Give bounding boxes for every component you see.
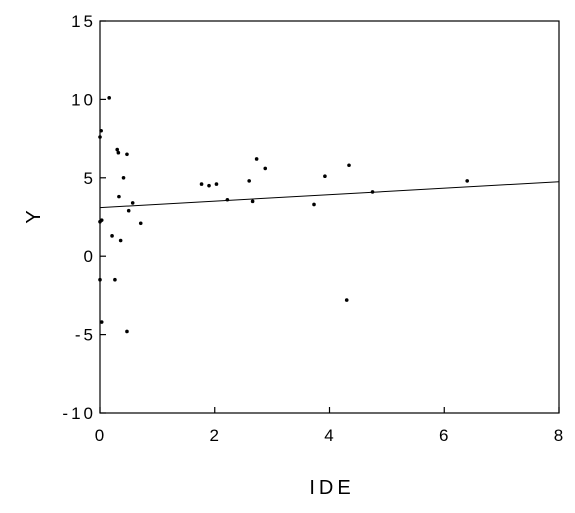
data-point — [138, 221, 143, 226]
data-point — [247, 179, 251, 183]
data-point — [207, 183, 211, 188]
data-point — [125, 152, 129, 157]
x-tick-label: 0 — [95, 426, 107, 445]
data-point — [118, 238, 123, 243]
plot-frame — [99, 20, 560, 414]
x-axis-label: IDE — [309, 477, 354, 499]
data-point — [312, 202, 316, 207]
data-point — [99, 320, 104, 324]
y-axis-ticks: 15 10 5 0 -5 -10 — [62, 12, 106, 423]
data-point — [110, 234, 114, 238]
data-point — [344, 298, 349, 302]
data-point — [323, 174, 327, 179]
data-point — [113, 277, 117, 282]
data-point — [250, 199, 255, 204]
y-tick-label: 10 — [71, 90, 96, 109]
data-point — [130, 201, 135, 205]
data-point — [370, 190, 375, 194]
y-tick-label: 5 — [84, 169, 96, 188]
data-point — [99, 128, 103, 133]
data-point — [214, 182, 219, 186]
data-points — [98, 96, 470, 334]
data-point — [126, 208, 131, 213]
data-point — [263, 166, 268, 171]
y-tick-label: -10 — [62, 404, 96, 423]
x-tick-label: 8 — [554, 426, 566, 445]
data-point — [225, 197, 230, 202]
data-point — [199, 182, 204, 186]
y-tick-label: 15 — [71, 12, 96, 31]
y-tick-label: 0 — [84, 247, 96, 266]
x-tick-label: 2 — [210, 426, 222, 445]
x-axis-ticks: 0 2 4 6 8 — [95, 407, 566, 445]
data-point — [121, 176, 126, 180]
data-point — [98, 277, 102, 282]
x-tick-label: 4 — [324, 426, 336, 445]
data-point — [115, 147, 120, 152]
data-point — [117, 194, 121, 199]
data-point — [98, 135, 102, 139]
data-point — [98, 219, 102, 224]
y-tick-label: -5 — [75, 326, 96, 345]
y-axis-label: Y — [23, 206, 45, 223]
data-point — [347, 163, 351, 168]
data-point — [116, 150, 121, 155]
data-point — [254, 157, 259, 161]
data-point — [465, 179, 470, 183]
x-tick-label: 6 — [439, 426, 451, 445]
regression-line — [99, 181, 560, 209]
data-point — [107, 96, 111, 100]
data-point — [125, 329, 129, 334]
